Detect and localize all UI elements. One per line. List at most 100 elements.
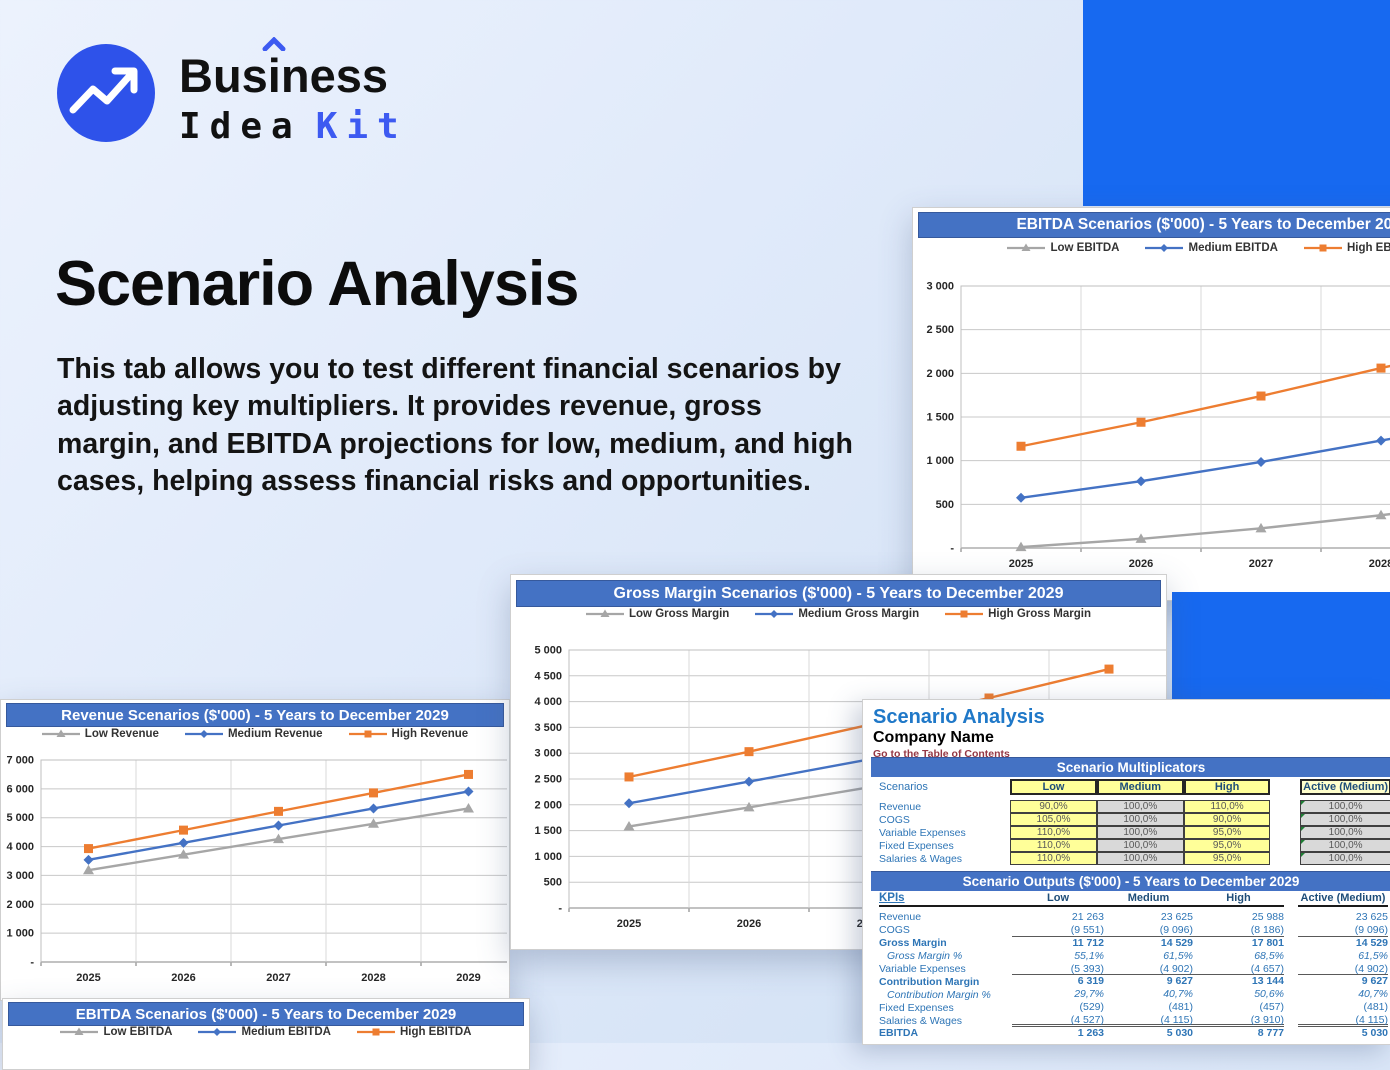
output-row: Variable Expenses (5 393) (4 902) (4 657) (4… [879,963,1390,976]
outputs-header-row: KPIs Low Medium High Active (Medium) [879,892,1390,907]
legend-label: Medium EBITDA [241,1026,331,1038]
triangle-legend-marker-icon [1007,243,1046,251]
chart-legend: Low Gross Margin Medium Gross Margin High … [511,608,1166,620]
output-row: EBITDA 1 263 5 030 8 777 5 030 [879,1027,1390,1040]
output-row: Salaries & Wages (4 527) (4 115) (3 910) (4 … [879,1014,1390,1028]
multiplier-cell-high[interactable]: 95,0% [1183,839,1271,852]
y-axis-tick-label: 7 000 [6,755,34,767]
y-axis-tick-label: 3 500 [534,722,562,734]
output-value: (9 551) [1070,923,1104,936]
column-gap [1270,852,1286,865]
y-axis-tick-label: 5 000 [6,812,34,824]
output-value: 23 625 [1355,911,1388,923]
column-gap [1270,839,1286,852]
y-axis-tick-label: - [558,903,562,915]
legend-label: Low EBITDA [103,1026,173,1038]
output-values: 1 263 5 030 8 777 [1012,1027,1284,1040]
row-label: Fixed Expenses [879,839,954,852]
logo-word-ideakit: Idea Kit [179,106,408,147]
square-legend-marker-icon [1303,244,1342,252]
y-axis-tick-label: 1 000 [926,455,954,467]
row-label: Revenue [879,911,922,924]
output-values: (4 527) (4 115) (3 910) [1012,1014,1284,1028]
output-values: 11 712 14 529 17 801 [1012,937,1284,950]
multiplier-cell-low[interactable]: 105,0% [1010,813,1097,826]
diamond-legend-marker-icon [755,610,794,618]
legend-label: Low Revenue [84,728,159,740]
triangle-marker-icon [1021,243,1031,251]
ebitda-chart: 3 000 2 500 2 000 1 500 1 000 500 - 2025 2026 202… [926,281,1390,570]
multiplicators-header-bar: Scenario Multiplicators [871,757,1390,777]
column-header-active: Active (Medium) [1300,779,1390,795]
outputs-header-bar: Scenario Outputs ($'000) - 5 Years to De… [871,871,1390,891]
output-value: (8 186) [1250,923,1284,936]
multiplier-cell-low[interactable]: 110,0% [1010,852,1097,865]
diamond-marker-icon [624,798,634,809]
legend-label: Medium Gross Margin [798,608,920,620]
square-marker-icon [364,730,372,738]
column-gap [1270,800,1286,813]
output-row: Fixed Expenses (529) (481) (457) (481) [879,1001,1390,1014]
chart-legend: Low EBITDA Medium EBITDA High EBITDA [3,1026,529,1038]
legend-item: Medium EBITDA [198,1026,331,1038]
y-axis-tick-label: 6 000 [6,783,34,795]
logo-word-business: Busi ness [179,37,408,99]
square-marker-icon [624,772,634,782]
diamond-legend-marker-icon [198,1028,237,1036]
multiplicators-rows: Revenue 90,0% 100,0% 110,0% 100,0% COGS 105,0%… [879,800,1390,865]
legend-item: Low EBITDA [1007,242,1119,254]
output-row: COGS (9 551) (9 096) (8 186) (9 096) [879,924,1390,937]
diamond-marker-icon [178,837,189,848]
legend-label: Low Gross Margin [629,608,730,620]
multiplier-cell-high[interactable]: 95,0% [1183,826,1271,839]
column-header-high: High [1183,779,1271,795]
multiplier-cell-high[interactable]: 95,0% [1183,852,1271,865]
multiplier-cell-high[interactable]: 110,0% [1183,800,1271,813]
multiplicator-row: Fixed Expenses 110,0% 100,0% 95,0% 100,0% [879,839,1390,852]
column-header-high: High [1226,892,1251,904]
multiplier-cell-low[interactable]: 90,0% [1010,800,1097,813]
output-active-value: (4 902) [1298,963,1388,976]
x-axis-tick-label: 2028 [361,972,385,984]
multiplier-cell-high[interactable]: 90,0% [1183,813,1271,826]
square-marker-icon [274,806,283,816]
y-axis-tick-label: 500 [544,877,562,889]
multiplicator-row: COGS 105,0% 100,0% 90,0% 100,0% [879,813,1390,826]
chart-title-bar: Revenue Scenarios ($'000) - 5 Years to D… [6,703,504,727]
output-value: 1 263 [1077,1027,1104,1040]
output-value: (4 902) [1159,962,1193,975]
square-marker-icon [1256,391,1266,401]
sheet-title: Scenario Analysis [873,706,1045,728]
multiplier-cell-low[interactable]: 110,0% [1010,826,1097,839]
kpis-label: KPIs [879,892,1012,907]
row-label: Contribution Margin % [887,988,991,1001]
x-axis-tick-label: 2026 [171,972,195,984]
row-label: Salaries & Wages [879,852,963,865]
square-legend-marker-icon [356,1028,395,1036]
column-header-active: Active (Medium) [1300,892,1386,904]
y-axis-tick-label: 3 000 [926,281,954,293]
scenarios-label: Scenarios [879,781,928,793]
column-gap [1270,826,1286,839]
square-marker-icon [1104,664,1114,674]
square-marker-icon [369,788,378,798]
square-legend-marker-icon [945,610,984,618]
formula-flag-icon [1301,801,1306,805]
output-value: (4 657) [1250,962,1284,975]
output-values: 29,7% 40,7% 50,6% [1012,988,1284,1001]
triangle-marker-icon [56,729,66,737]
multiplier-cell-low[interactable]: 110,0% [1010,839,1097,852]
multiplier-cell-medium: 100,0% [1096,839,1184,852]
legend-label: Medium EBITDA [1188,242,1278,254]
y-axis-tick-label: 4 000 [534,696,562,708]
formula-flag-icon [1301,840,1306,844]
outputs-column-headers: Low Medium High [1012,892,1284,907]
multiplicator-row: Revenue 90,0% 100,0% 110,0% 100,0% [879,800,1390,813]
legend-label: High Revenue [391,728,469,740]
triangle-marker-icon [623,820,635,831]
output-values: 21 263 23 625 25 988 [1012,911,1284,924]
y-axis-tick-label: 2 500 [534,774,562,786]
diamond-marker-icon [744,776,754,787]
multiplier-cell-active: 100,0% [1300,813,1390,826]
revenue-chart: 7 000 6 000 5 000 4 000 3 000 2 000 1 000 - 2025… [6,755,507,984]
